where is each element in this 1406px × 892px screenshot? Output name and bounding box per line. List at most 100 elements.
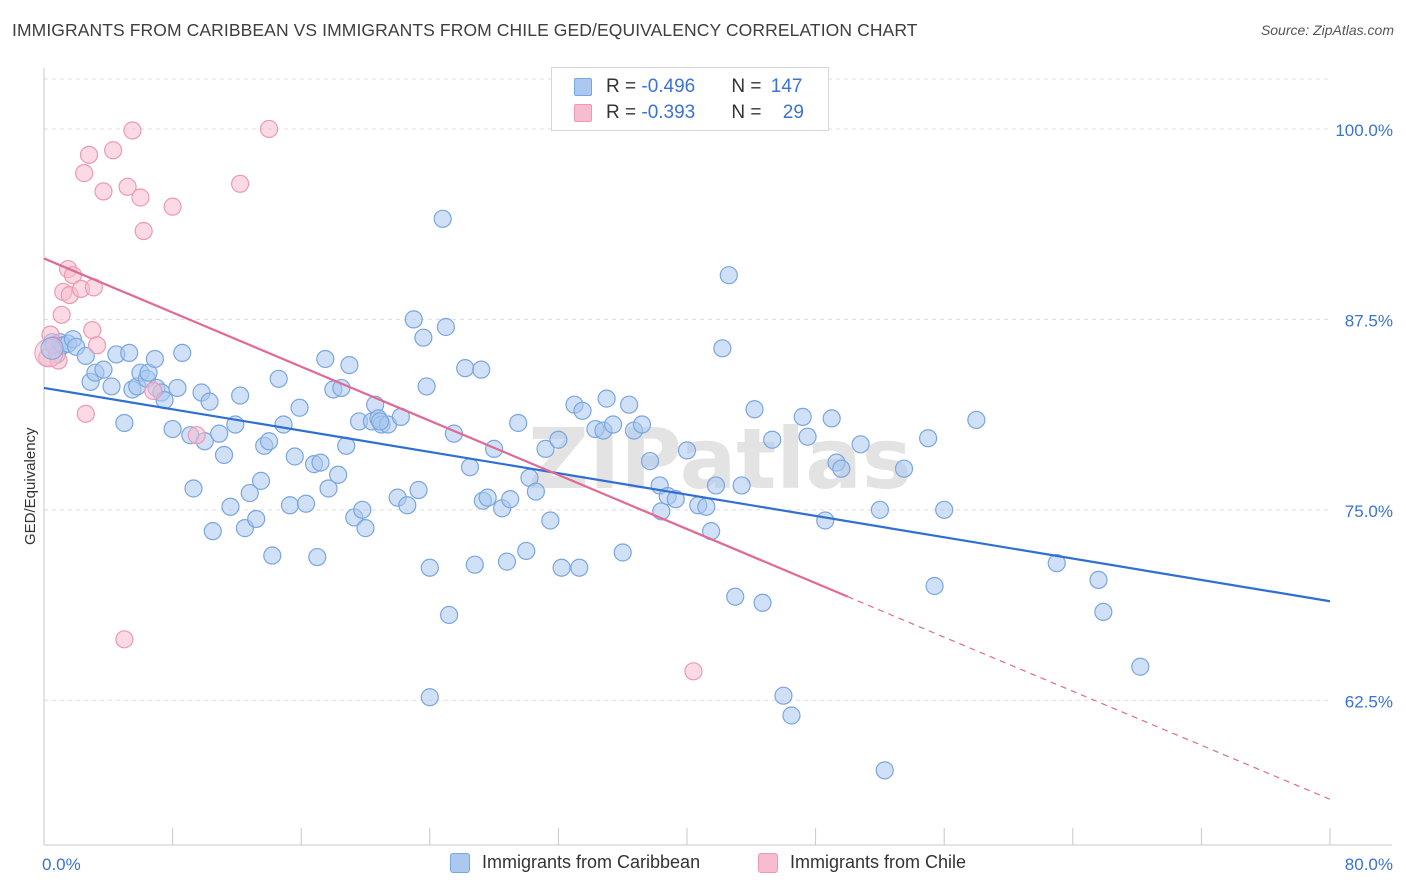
caribbean-point bbox=[420, 558, 439, 577]
caribbean-point bbox=[269, 369, 288, 388]
caribbean-point bbox=[420, 688, 439, 707]
caribbean-point bbox=[433, 209, 452, 228]
caribbean-point bbox=[894, 459, 914, 478]
caribbean-point bbox=[240, 483, 259, 503]
caribbean-point bbox=[417, 377, 436, 396]
caribbean-point bbox=[851, 435, 870, 454]
caribbean-point bbox=[319, 479, 338, 498]
chile-point bbox=[94, 182, 113, 201]
caribbean-point bbox=[353, 500, 372, 519]
caribbean-point bbox=[173, 343, 192, 362]
chile-point bbox=[87, 336, 107, 355]
caribbean-point bbox=[94, 360, 113, 379]
caribbean-point bbox=[640, 451, 660, 471]
caribbean-point bbox=[214, 445, 234, 465]
legend-label-caribbean: Immigrants from Caribbean bbox=[482, 852, 701, 872]
caribbean-point bbox=[526, 482, 545, 501]
caribbean-point bbox=[436, 317, 455, 337]
correlation-legend: R = -0.496 N = 147 R = -0.393 N = 29 bbox=[551, 67, 829, 131]
caribbean-point bbox=[280, 496, 300, 515]
legend-r-value: -0.393 bbox=[641, 102, 696, 123]
chile-trend-line bbox=[43, 257, 849, 598]
legend-n-value: 147 bbox=[770, 76, 803, 97]
caribbean-point bbox=[732, 476, 751, 495]
legend-item-chile[interactable]: Immigrants from Chile bbox=[758, 852, 966, 873]
x-tick-label: 0.0% bbox=[42, 855, 81, 874]
legend-r-label: R = bbox=[606, 102, 642, 123]
caribbean-point bbox=[439, 605, 459, 625]
caribbean-point bbox=[340, 355, 359, 375]
caribbean-point bbox=[311, 453, 330, 472]
chile-point bbox=[79, 145, 99, 164]
caribbean-point bbox=[706, 476, 726, 495]
caribbean-point bbox=[726, 587, 745, 606]
caribbean-point bbox=[414, 328, 433, 347]
chart-title: IMMIGRANTS FROM CARIBBEAN VS IMMIGRANTS … bbox=[12, 20, 918, 40]
caribbean-point bbox=[472, 360, 491, 379]
caribbean-point bbox=[822, 409, 841, 428]
caribbean-point bbox=[517, 541, 536, 561]
chile-point bbox=[144, 381, 163, 401]
caribbean-trend-line bbox=[43, 386, 1331, 603]
caribbean-point bbox=[184, 479, 203, 498]
caribbean-point bbox=[290, 398, 309, 417]
caribbean-point bbox=[632, 415, 652, 434]
chile-point bbox=[75, 164, 94, 183]
legend-n-value: 29 bbox=[782, 102, 804, 123]
chile-point bbox=[123, 121, 142, 140]
caribbean-point bbox=[870, 500, 890, 519]
caribbean-point bbox=[145, 349, 165, 369]
caribbean-point bbox=[509, 413, 528, 433]
caribbean-point bbox=[497, 552, 517, 571]
caribbean-point bbox=[570, 558, 589, 577]
chile-point bbox=[231, 174, 250, 193]
caribbean-point bbox=[120, 343, 139, 362]
chile-point bbox=[163, 197, 182, 216]
chile-point bbox=[134, 221, 153, 241]
caribbean-point bbox=[549, 430, 568, 449]
y-tick-label: 75.0% bbox=[1345, 502, 1393, 521]
caribbean-series bbox=[42, 209, 1150, 780]
caribbean-point bbox=[875, 761, 894, 780]
legend-swatch-caribbean bbox=[450, 852, 470, 873]
chile-point bbox=[76, 404, 95, 423]
caribbean-point bbox=[713, 339, 732, 358]
caribbean-point bbox=[404, 310, 423, 329]
caribbean-point bbox=[597, 389, 616, 408]
legend-n-label: N = bbox=[731, 76, 767, 97]
legend-swatch-chile bbox=[758, 852, 778, 873]
caribbean-point bbox=[677, 441, 697, 460]
caribbean-point bbox=[274, 415, 293, 434]
caribbean-point bbox=[816, 511, 835, 530]
legend-n-label: N = bbox=[731, 102, 767, 123]
caribbean-point bbox=[231, 386, 250, 405]
caribbean-point bbox=[1047, 554, 1066, 573]
caribbean-point bbox=[409, 480, 428, 500]
y-axis-label: GED/Equivalency bbox=[22, 427, 39, 545]
caribbean-point bbox=[259, 432, 279, 451]
caribbean-point bbox=[102, 377, 121, 396]
x-tick-label: 80.0% bbox=[1345, 855, 1393, 874]
chile-point bbox=[131, 188, 150, 207]
caribbean-point bbox=[697, 497, 716, 516]
legend-label-chile: Immigrants from Chile bbox=[790, 852, 967, 872]
caribbean-point bbox=[465, 555, 484, 574]
caribbean-point bbox=[666, 490, 685, 509]
caribbean-point bbox=[552, 558, 571, 577]
source-label: Source: ZipAtlas.com bbox=[1260, 22, 1394, 38]
caribbean-point bbox=[203, 522, 222, 541]
caribbean-point bbox=[456, 359, 475, 378]
caribbean-point bbox=[329, 465, 348, 484]
caribbean-point bbox=[76, 346, 95, 366]
chile-point bbox=[83, 320, 102, 340]
chile-point bbox=[684, 662, 703, 681]
caribbean-point bbox=[603, 415, 623, 434]
caribbean-point bbox=[935, 500, 954, 519]
caribbean-point bbox=[398, 496, 417, 515]
caribbean-point bbox=[221, 497, 240, 516]
legend-swatch-chile bbox=[574, 104, 592, 122]
caribbean-point bbox=[460, 458, 480, 477]
caribbean-point bbox=[115, 413, 134, 433]
legend-item-caribbean[interactable]: Immigrants from Caribbean bbox=[450, 852, 700, 873]
legend-row-chile: R = -0.393 N = 29 bbox=[574, 101, 804, 125]
